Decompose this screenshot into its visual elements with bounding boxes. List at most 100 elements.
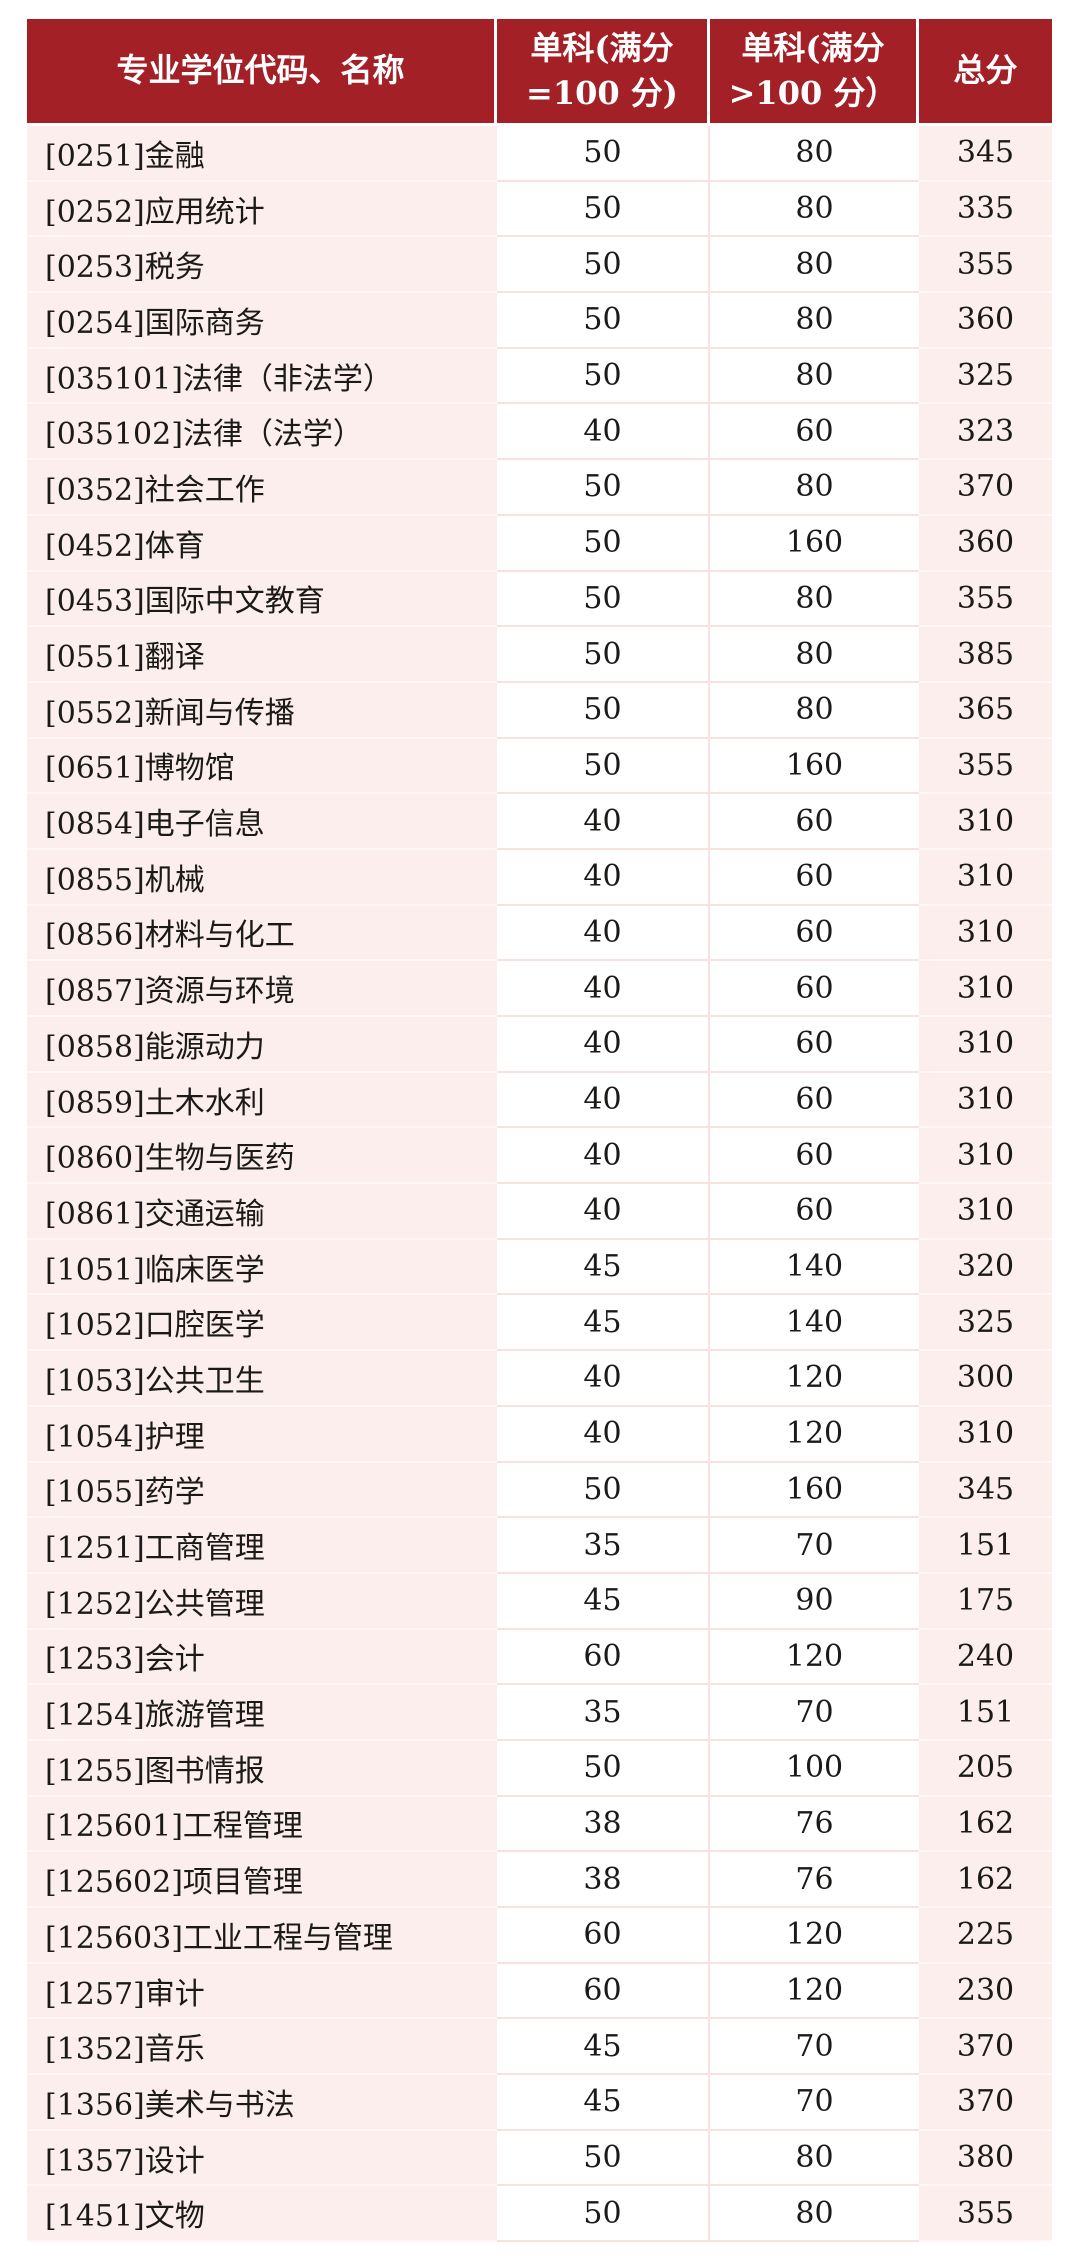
single-gt100-cell: 80 — [710, 460, 919, 516]
total-score-cell: 320 — [919, 1239, 1052, 1296]
program-name-cell: [1053]公共卫生 — [27, 1351, 497, 1407]
total-score-cell: 335 — [919, 181, 1052, 238]
single-eq100-cell: 50 — [497, 627, 710, 683]
single-gt100-cell: 160 — [710, 1462, 919, 1519]
total-score-cell: 240 — [919, 1629, 1052, 1686]
program-name-cell: [1054]护理 — [27, 1406, 497, 1463]
single-gt100-cell: 70 — [710, 1518, 919, 1574]
table-row: [0855]机械 40 60 310 — [27, 849, 1052, 906]
single-eq100-cell: 35 — [497, 1518, 710, 1574]
total-score-cell: 310 — [919, 1184, 1052, 1240]
total-score-cell: 310 — [919, 1406, 1052, 1463]
total-score-cell: 345 — [919, 1462, 1052, 1519]
header-single-eq100-cell: 单科(满分 =100 分) — [497, 19, 710, 126]
table-row: [1254]旅游管理 35 70 151 — [27, 1685, 1052, 1741]
single-eq100-cell: 50 — [497, 515, 710, 572]
total-score-cell: 310 — [919, 1128, 1052, 1185]
single-gt100-cell: 60 — [710, 1072, 919, 1129]
table-row: [1352]音乐 45 70 370 — [27, 2019, 1052, 2076]
header-row: 专业学位代码、名称 单科(满分 =100 分) 单科(满分 >100 分） 总分 — [27, 19, 1052, 126]
header-program-label: 专业学位代码、名称 — [116, 51, 405, 90]
single-eq100-cell: 40 — [497, 849, 710, 906]
table-header: 专业学位代码、名称 单科(满分 =100 分) 单科(满分 >100 分） 总分 — [27, 19, 1052, 126]
total-score-cell: 151 — [919, 1685, 1052, 1741]
single-gt100-cell: 80 — [710, 237, 919, 294]
single-eq100-cell: 35 — [497, 1685, 710, 1741]
table-row: [0859]土木水利 40 60 310 — [27, 1072, 1052, 1129]
table-row: [0452]体育 50 160 360 — [27, 515, 1052, 572]
single-gt100-cell: 60 — [710, 794, 919, 850]
table-row: [0551]翻译 50 80 385 — [27, 627, 1052, 683]
single-gt100-cell: 70 — [710, 2019, 919, 2076]
table-row: [035101]法律（非法学） 50 80 325 — [27, 348, 1052, 405]
single-gt100-cell: 120 — [710, 1406, 919, 1463]
single-gt100-cell: 60 — [710, 1184, 919, 1240]
single-eq100-cell: 45 — [497, 1295, 710, 1352]
table-row: [1252]公共管理 45 90 175 — [27, 1573, 1052, 1630]
program-name-cell: [035102]法律（法学） — [27, 404, 497, 461]
table-row: [0254]国际商务 50 80 360 — [27, 293, 1052, 349]
table-row: [1053]公共卫生 40 120 300 — [27, 1351, 1052, 1407]
table-row: [1257]审计 60 120 230 — [27, 1963, 1052, 2020]
program-name-cell: [1451]文物 — [27, 2186, 497, 2243]
program-name-cell: [1052]口腔医学 — [27, 1295, 497, 1352]
single-gt100-cell: 140 — [710, 1239, 919, 1296]
single-gt100-cell: 80 — [710, 627, 919, 683]
single-eq100-cell: 60 — [497, 1908, 710, 1964]
table-row: [1255]图书情报 50 100 205 — [27, 1740, 1052, 1797]
program-name-cell: [125601]工程管理 — [27, 1796, 497, 1853]
single-eq100-cell: 45 — [497, 2075, 710, 2131]
table-body: [0251]金融 50 80 345 [0252]应用统计 50 80 335 [0253]税务… — [27, 126, 1052, 2243]
program-name-cell: [0352]社会工作 — [27, 460, 497, 516]
single-gt100-cell: 120 — [710, 1629, 919, 1686]
table-row: [035102]法律（法学） 40 60 323 — [27, 404, 1052, 461]
total-score-cell: 345 — [919, 126, 1052, 182]
total-score-cell: 385 — [919, 627, 1052, 683]
single-gt100-cell: 60 — [710, 404, 919, 461]
single-eq100-cell: 45 — [497, 1239, 710, 1296]
single-gt100-cell: 160 — [710, 738, 919, 795]
single-gt100-cell: 60 — [710, 961, 919, 1017]
table-row: [0651]博物馆 50 160 355 — [27, 738, 1052, 795]
total-score-cell: 310 — [919, 794, 1052, 850]
total-score-cell: 355 — [919, 738, 1052, 795]
total-score-cell: 370 — [919, 2019, 1052, 2076]
single-eq100-cell: 50 — [497, 571, 710, 628]
single-gt100-cell: 60 — [710, 849, 919, 906]
program-name-cell: [0551]翻译 — [27, 627, 497, 683]
header-single-gt100-cell: 单科(满分 >100 分） — [710, 19, 919, 126]
program-name-cell: [1254]旅游管理 — [27, 1685, 497, 1741]
single-gt100-cell: 90 — [710, 1573, 919, 1630]
table-row: [1253]会计 60 120 240 — [27, 1629, 1052, 1686]
table-row: [0252]应用统计 50 80 335 — [27, 181, 1052, 238]
single-gt100-cell: 140 — [710, 1295, 919, 1352]
single-gt100-cell: 100 — [710, 1740, 919, 1797]
program-name-cell: [0861]交通运输 — [27, 1184, 497, 1240]
table-row: [125602]项目管理 38 76 162 — [27, 1852, 1052, 1908]
single-eq100-cell: 50 — [497, 1462, 710, 1519]
program-name-cell: [0856]材料与化工 — [27, 905, 497, 962]
single-gt100-cell: 70 — [710, 2075, 919, 2131]
total-score-cell: 230 — [919, 1963, 1052, 2020]
program-name-cell: [125602]项目管理 — [27, 1852, 497, 1908]
program-name-cell: [0252]应用统计 — [27, 181, 497, 238]
single-gt100-cell: 160 — [710, 515, 919, 572]
table-row: [0253]税务 50 80 355 — [27, 237, 1052, 294]
header-total-label: 总分 — [953, 51, 1018, 90]
header-single-eq100-line1: 单科(满分 — [530, 28, 674, 67]
total-score-cell: 325 — [919, 348, 1052, 405]
single-eq100-cell: 40 — [497, 1128, 710, 1185]
table-row: [1051]临床医学 45 140 320 — [27, 1239, 1052, 1296]
single-gt100-cell: 60 — [710, 905, 919, 962]
single-eq100-cell: 40 — [497, 1406, 710, 1463]
program-name-cell: [1251]工商管理 — [27, 1518, 497, 1574]
single-eq100-cell: 38 — [497, 1796, 710, 1853]
program-name-cell: [1055]药学 — [27, 1462, 497, 1519]
single-eq100-cell: 50 — [497, 181, 710, 238]
program-name-cell: [0453]国际中文教育 — [27, 571, 497, 628]
single-gt100-cell: 76 — [710, 1796, 919, 1853]
program-name-cell: [1356]美术与书法 — [27, 2075, 497, 2131]
single-eq100-cell: 40 — [497, 1184, 710, 1240]
single-eq100-cell: 50 — [497, 293, 710, 349]
program-name-cell: [0651]博物馆 — [27, 738, 497, 795]
